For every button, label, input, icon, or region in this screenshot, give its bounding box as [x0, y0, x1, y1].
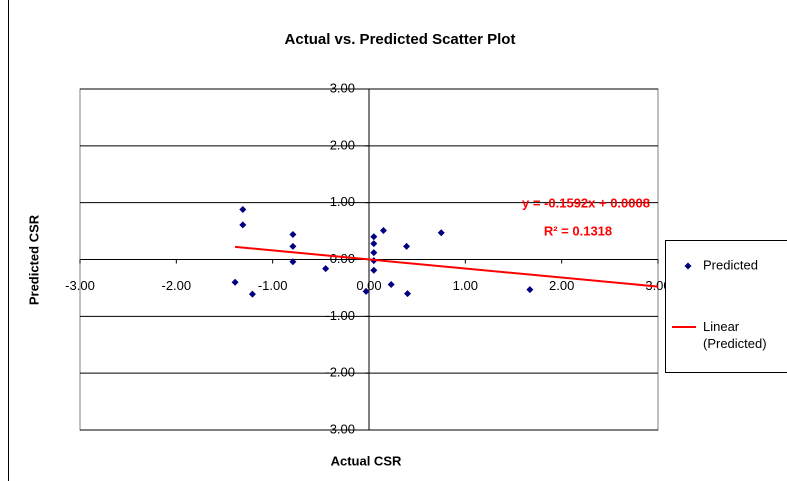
legend-marker [684, 262, 692, 270]
y-tick-label: -3.00 [325, 421, 355, 436]
x-tick-label: 2.00 [549, 278, 574, 293]
point [289, 230, 297, 238]
point [404, 290, 412, 298]
point [387, 281, 395, 289]
point [231, 278, 239, 286]
legend: Predicted Linear (Predicted) [665, 240, 787, 373]
point [403, 242, 411, 250]
x-tick-label: -1.00 [258, 278, 288, 293]
point [289, 242, 297, 250]
trendline-equation: y = -0.1592x + 0.0008 [522, 195, 650, 210]
legend-label-box: Linear (Predicted) [703, 319, 767, 351]
y-tick-label: 1.00 [330, 194, 355, 209]
y-tick-label: 2.00 [330, 137, 355, 152]
point [289, 258, 297, 266]
point [437, 229, 445, 237]
point [370, 249, 378, 257]
point [379, 227, 387, 235]
trendline [235, 245, 659, 288]
point [526, 286, 534, 294]
y-tick-label: -1.00 [325, 308, 355, 323]
x-tick-label: -3.00 [65, 278, 95, 293]
legend-box [665, 240, 787, 373]
point [370, 233, 378, 241]
x-tick-label: 3.00 [645, 278, 670, 293]
point [370, 266, 378, 274]
y-tick-label: 3.00 [330, 80, 355, 95]
legend-label: Linear (Predicted) [703, 319, 767, 351]
point [239, 221, 247, 229]
chart-title: Actual vs. Predicted Scatter Plot [285, 31, 516, 48]
x-tick-label: -2.00 [162, 278, 192, 293]
trendline-r2: R² = 0.1318 [544, 223, 612, 238]
legend-label: Predicted [703, 257, 758, 272]
point [370, 240, 378, 248]
point [239, 205, 247, 213]
x-tick-label: 1.00 [453, 278, 478, 293]
point [322, 265, 330, 273]
y-tick-label: -2.00 [325, 365, 355, 380]
point [362, 287, 370, 295]
y-tick-label: 0.00 [330, 251, 355, 266]
y-axis-title: Predicted CSR [26, 214, 41, 305]
x-axis-title: Actual CSR [331, 453, 402, 468]
x-tick-label: 0.00 [356, 278, 381, 293]
point [248, 290, 256, 298]
